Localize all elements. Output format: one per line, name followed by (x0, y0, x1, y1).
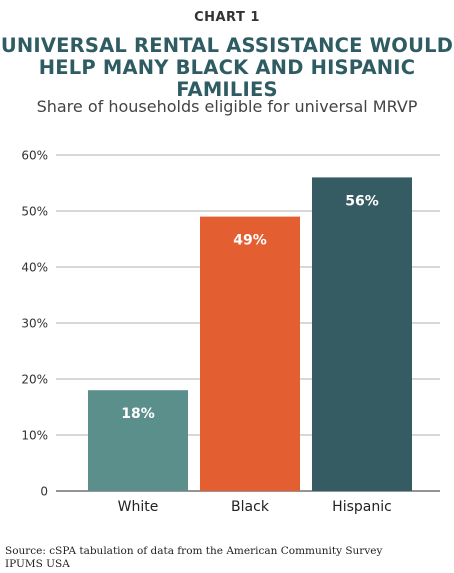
x-tick-label: Hispanic (332, 499, 392, 515)
chart-title-line-2: HELP MANY BLACK AND HISPANIC FAMILIES (38, 56, 416, 101)
y-tick-label: 30% (21, 317, 48, 331)
data-label: 18% (121, 406, 155, 422)
chart-subtitle: Share of households eligible for univers… (36, 97, 418, 116)
x-tick-label: Black (231, 499, 270, 515)
source-note: Source: cSPA tabulation of data from the… (5, 545, 453, 571)
x-tick-label: White (118, 499, 159, 515)
chart-title: UNIVERSAL RENTAL ASSISTANCE WOULD HELP M… (0, 35, 454, 101)
source-line-1: Source: cSPA tabulation of data from the… (5, 545, 383, 557)
y-tick-label: 20% (21, 373, 48, 387)
y-tick-label: 40% (21, 261, 48, 275)
bar-white (88, 390, 188, 491)
source-line-2: IPUMS USA (5, 558, 70, 570)
data-label: 56% (345, 193, 379, 209)
y-tick-label: 10% (21, 429, 48, 443)
data-label: 49% (233, 233, 267, 249)
bar-hispanic (312, 177, 412, 491)
bar-black (200, 216, 300, 491)
y-tick-label: 0 (40, 485, 48, 499)
y-tick-label: 50% (21, 205, 48, 219)
chart-title-line-1: UNIVERSAL RENTAL ASSISTANCE WOULD (0, 34, 454, 57)
chart-number: CHART 1 (194, 10, 260, 25)
bar-chart: 0 10% 20% 30% 40% 50% 60% 18% White 49% Black 56% Hi… (21, 149, 440, 515)
y-tick-label: 60% (21, 149, 48, 163)
